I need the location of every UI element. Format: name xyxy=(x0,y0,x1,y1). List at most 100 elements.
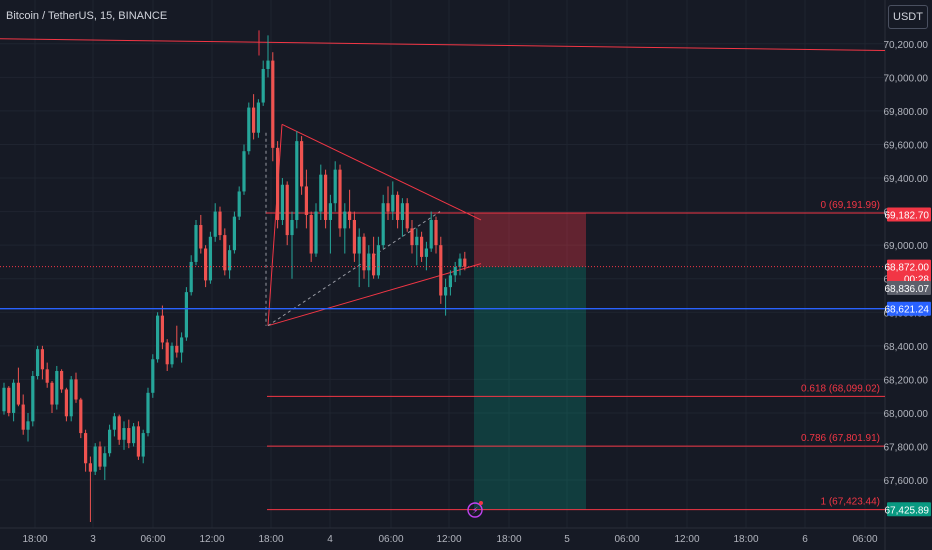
candle xyxy=(424,241,428,271)
candle xyxy=(256,99,260,138)
candle xyxy=(74,372,78,403)
candle-body xyxy=(165,342,169,365)
candle xyxy=(93,443,97,476)
candle-body xyxy=(199,225,203,249)
candle-body xyxy=(458,258,462,267)
candle-body xyxy=(64,389,68,417)
x-tick-label: 4 xyxy=(327,534,333,545)
candle-body xyxy=(98,446,102,467)
candle xyxy=(136,421,140,460)
candle xyxy=(26,412,30,442)
candle xyxy=(232,211,236,254)
candle-body xyxy=(367,253,371,271)
candle xyxy=(252,94,256,140)
candle xyxy=(405,198,409,232)
y-tick-label: 69,600.00 xyxy=(884,140,929,151)
candle-body xyxy=(112,416,116,430)
candle-body xyxy=(319,174,323,212)
x-tick-label: 6 xyxy=(802,534,808,545)
time-axis[interactable]: 18:00 3 06:00 12:00 18:00 4 06:00 12:00 18:00 5 06… xyxy=(22,534,877,545)
candle-body xyxy=(266,60,270,69)
candle-body xyxy=(386,203,390,212)
candle-body xyxy=(36,349,40,377)
candle xyxy=(156,312,160,363)
triangle-lower-line xyxy=(267,263,482,327)
candle-body xyxy=(40,349,44,370)
events-marker-icon xyxy=(467,502,483,518)
x-tick-label: 18:00 xyxy=(733,534,758,545)
candle-body xyxy=(194,225,198,262)
symbol-title: Bitcoin / TetherUS, 15, BINANCE xyxy=(6,10,168,22)
candle xyxy=(458,253,462,276)
candle-body xyxy=(453,266,457,276)
price-label-bg xyxy=(887,502,931,517)
y-tick-label: 69,000.00 xyxy=(884,241,929,252)
candle xyxy=(324,169,328,229)
candle xyxy=(165,339,169,371)
candle-body xyxy=(84,433,88,464)
currency-button[interactable]: USDT xyxy=(888,5,928,29)
candle-body xyxy=(12,382,16,413)
candle xyxy=(180,332,184,363)
candle-body xyxy=(300,141,304,187)
candle xyxy=(247,102,251,155)
candle xyxy=(352,211,356,262)
fib-level-label: 0 (69,191.99) xyxy=(821,200,881,211)
x-tick-label: 3 xyxy=(90,534,96,545)
fib-level-label: 0.618 (68,099.02) xyxy=(801,383,880,394)
x-tick-label: 18:00 xyxy=(22,534,47,545)
candle-body xyxy=(338,169,342,229)
candle xyxy=(184,287,188,341)
candle xyxy=(304,169,308,229)
candle xyxy=(444,278,448,316)
candle-body xyxy=(285,184,289,236)
candle xyxy=(319,164,323,220)
candle xyxy=(218,206,222,241)
price-label-text: 68,621.24 xyxy=(885,305,930,316)
stop-loss-zone xyxy=(474,212,586,267)
price-label: 67,425.89 xyxy=(885,502,931,517)
candle-body xyxy=(463,258,467,267)
candle xyxy=(60,369,64,393)
triangle-left-line xyxy=(267,124,283,326)
candle xyxy=(223,228,227,276)
candle-body xyxy=(314,211,318,254)
candle-body xyxy=(223,235,227,271)
candle-body xyxy=(45,369,49,383)
candle-body xyxy=(74,379,78,400)
candle-body xyxy=(7,387,11,413)
candle xyxy=(439,236,443,304)
price-label: 69,182.70 xyxy=(885,207,931,222)
price-label-text: 69,182.70 xyxy=(885,211,930,222)
candle xyxy=(55,365,59,410)
candle-body xyxy=(280,184,284,220)
candle xyxy=(434,216,438,254)
candle xyxy=(276,141,280,229)
y-tick-label: 68,000.00 xyxy=(884,409,929,420)
candle-body xyxy=(156,315,160,360)
price-label-bg xyxy=(887,280,931,295)
candle xyxy=(132,423,136,447)
candle-body xyxy=(232,216,236,251)
x-tick-label: 12:00 xyxy=(436,534,461,545)
candle-body xyxy=(31,376,35,422)
candle-body xyxy=(160,315,164,343)
lightning-icon: ⚡ xyxy=(471,506,478,517)
candle xyxy=(400,198,404,237)
candle xyxy=(31,370,35,427)
candle xyxy=(261,60,265,106)
candle xyxy=(2,382,6,415)
candle-body xyxy=(242,151,246,192)
take-profit-zone xyxy=(474,266,586,510)
candle-body xyxy=(208,236,212,281)
x-tick-label: 5 xyxy=(564,534,570,545)
x-tick-label: 06:00 xyxy=(378,534,403,545)
candle-body xyxy=(396,194,400,220)
price-label-bg xyxy=(887,259,931,274)
candle xyxy=(208,231,212,284)
price-label: 68,621.24 xyxy=(885,301,931,316)
